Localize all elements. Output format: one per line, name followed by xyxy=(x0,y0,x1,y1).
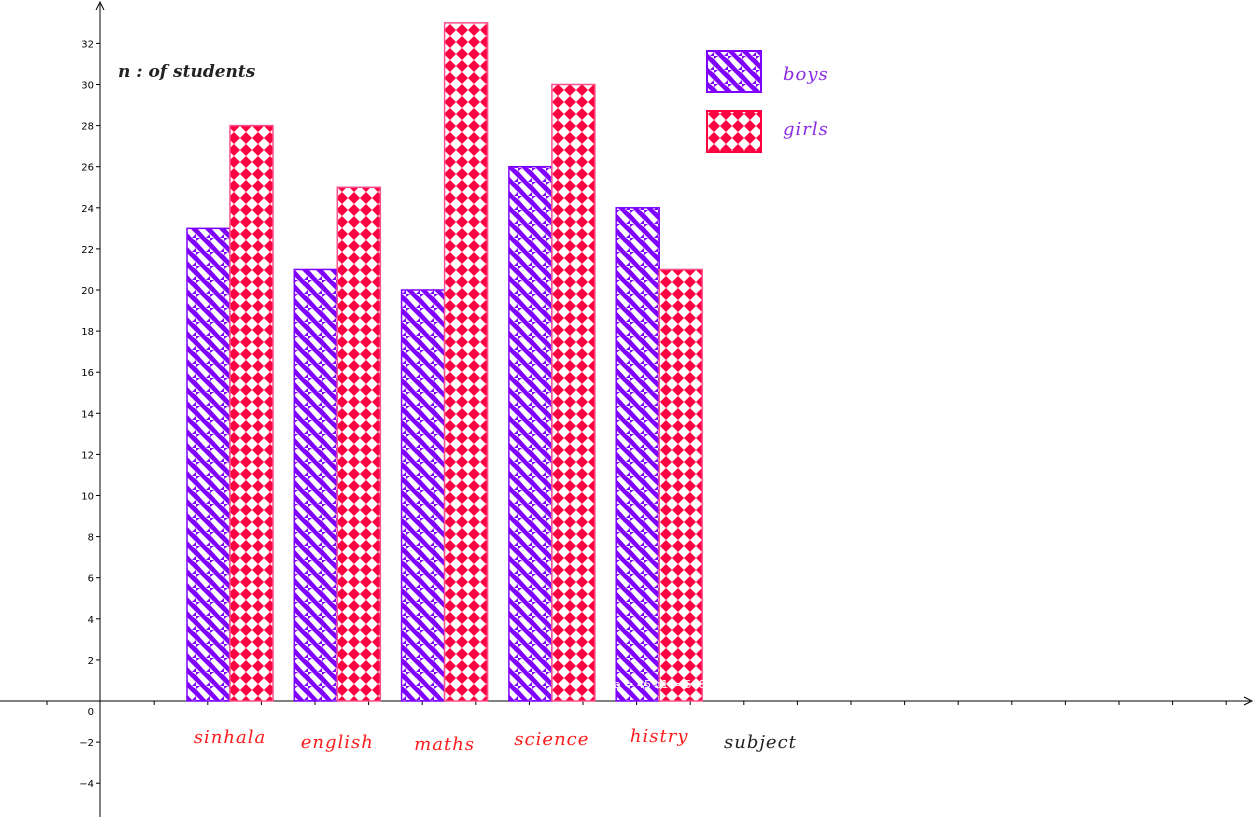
legend-swatch-boys xyxy=(706,50,762,93)
y-tick-label: 28 xyxy=(81,122,94,133)
category-label: science xyxy=(514,729,589,750)
y-tick-label: 20 xyxy=(81,286,94,297)
y-tick-label: 18 xyxy=(81,327,94,338)
category-label: sinhala xyxy=(194,727,266,748)
y-tick-label: 14 xyxy=(81,409,94,420)
y-tick-label: 24 xyxy=(81,204,94,215)
labels: sinhala english maths science histry xyxy=(194,726,689,755)
bar-girls-maths xyxy=(443,22,489,702)
bar-girls-english xyxy=(336,186,382,702)
y-axis-label: n : of students xyxy=(118,62,256,82)
y-tick-label: 16 xyxy=(81,368,94,379)
legend-swatch-girls xyxy=(706,110,762,153)
y-tick-label: 2 xyxy=(88,656,94,667)
bar-boys-histry xyxy=(615,207,660,702)
legend-label-boys: boys xyxy=(783,64,829,85)
y-tick-label: 22 xyxy=(81,245,94,256)
bars xyxy=(186,22,703,702)
legend-label-girls: girls xyxy=(783,119,829,140)
y-tick-label: 26 xyxy=(81,163,94,174)
y-tick-label: 30 xyxy=(81,81,94,92)
y-tick-label: 32 xyxy=(81,39,94,50)
category-label: maths xyxy=(414,734,475,755)
y-tick-label: 10 xyxy=(81,492,94,503)
category-label: english xyxy=(301,732,374,753)
y-tick-label: 12 xyxy=(81,450,94,461)
y-tick-label: 4 xyxy=(88,615,94,626)
bar-boys-maths xyxy=(400,289,446,702)
bar-girls-sinhala xyxy=(229,124,274,702)
annotation: a = 45 b1 = 548 xyxy=(614,678,706,691)
category-label: histry xyxy=(630,726,689,747)
y-axis-arrow xyxy=(95,0,105,11)
bar-boys-english xyxy=(293,268,339,702)
bar-boys-sinhala xyxy=(186,227,231,702)
x-axis-label: subject xyxy=(724,732,797,753)
y-tick-label: −2 xyxy=(79,738,94,749)
y-tick-label: 8 xyxy=(88,533,94,544)
y-tick-label: 6 xyxy=(88,574,94,585)
bar-girls-histry xyxy=(658,268,703,702)
bar-boys-science xyxy=(508,165,553,702)
y-tick-label: 0 xyxy=(88,707,94,718)
y-tick-label: −4 xyxy=(79,779,94,790)
legend: boys girls xyxy=(706,50,829,153)
bar-girls-science xyxy=(551,83,596,702)
x-axis-arrow xyxy=(1243,696,1254,706)
